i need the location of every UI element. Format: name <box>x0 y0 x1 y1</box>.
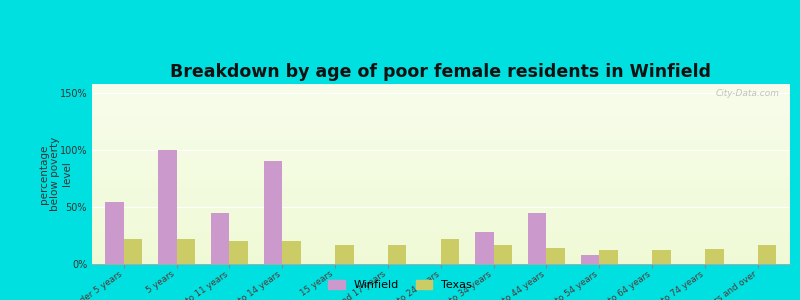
Bar <box>106 202 124 264</box>
Bar <box>758 244 776 264</box>
Y-axis label: percentage
below poverty
level: percentage below poverty level <box>38 137 72 211</box>
Bar <box>335 244 354 264</box>
Bar <box>124 239 142 264</box>
Bar <box>581 255 599 264</box>
Bar <box>388 244 406 264</box>
Bar <box>441 239 459 264</box>
Bar <box>599 250 618 264</box>
Bar <box>211 213 230 264</box>
Legend: Winfield, Texas: Winfield, Texas <box>324 275 476 294</box>
Bar <box>475 232 494 264</box>
Bar <box>282 241 301 264</box>
Bar <box>705 249 723 264</box>
Bar <box>158 150 177 264</box>
Bar <box>528 213 546 264</box>
Bar <box>652 250 670 264</box>
Text: City-Data.com: City-Data.com <box>715 89 779 98</box>
Title: Breakdown by age of poor female residents in Winfield: Breakdown by age of poor female resident… <box>170 63 711 81</box>
Bar <box>177 239 195 264</box>
Bar <box>546 248 565 264</box>
Bar <box>494 244 512 264</box>
Bar <box>230 241 248 264</box>
Bar <box>264 161 282 264</box>
